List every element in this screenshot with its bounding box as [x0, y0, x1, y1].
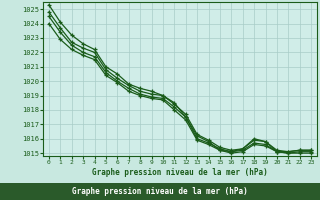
X-axis label: Graphe pression niveau de la mer (hPa): Graphe pression niveau de la mer (hPa) — [92, 168, 268, 177]
Text: Graphe pression niveau de la mer (hPa): Graphe pression niveau de la mer (hPa) — [72, 187, 248, 196]
